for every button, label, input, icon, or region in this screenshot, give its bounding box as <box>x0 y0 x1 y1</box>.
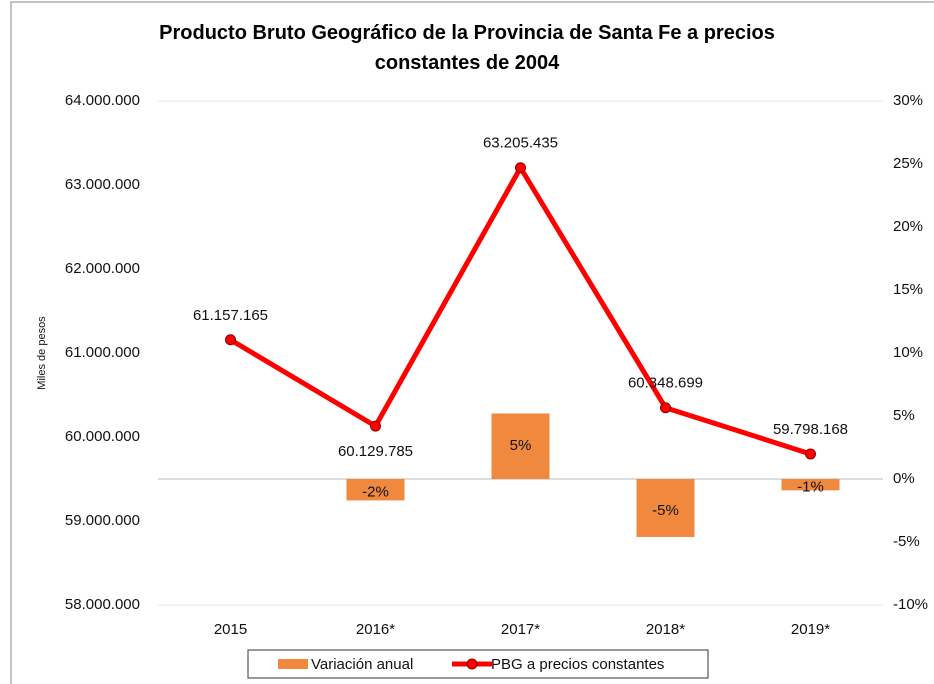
legend-marker <box>466 658 478 670</box>
line-marker <box>660 402 671 414</box>
line-marker <box>515 162 526 174</box>
y2-tick-label: 5% <box>893 407 915 424</box>
line <box>229 165 812 457</box>
legend-swatch <box>278 659 308 669</box>
line-marker <box>805 448 816 460</box>
y-tick-label: 59.000.000 <box>65 512 140 529</box>
legend-label: PBG a precios constantes <box>491 656 664 673</box>
x-tick-label: 2018* <box>646 621 685 638</box>
y-tick-label: 61.000.000 <box>65 344 140 361</box>
y2-tick-label: 30% <box>893 92 923 109</box>
y2-tick-label: 20% <box>893 218 923 235</box>
y-tick-label: 63.000.000 <box>65 176 140 193</box>
y2-tick-label: -10% <box>893 596 928 613</box>
y2-tick-label: 0% <box>893 470 915 487</box>
line-label: 59.798.168 <box>773 421 848 438</box>
legend-label: Variación anual <box>311 656 413 673</box>
line-label: 63.205.435 <box>483 135 558 152</box>
line-label: 60.129.785 <box>338 443 413 460</box>
y2-tick-label: 15% <box>893 281 923 298</box>
y-axis-label: Miles de pesos <box>36 316 48 390</box>
line-marker <box>370 420 381 432</box>
bar <box>346 479 405 501</box>
y-tick-label: 58.000.000 <box>65 596 140 613</box>
x-tick-label: 2015 <box>214 621 247 638</box>
y-tick-label: 60.000.000 <box>65 428 140 445</box>
y-tick-label: 64.000.000 <box>65 92 140 109</box>
bar <box>781 479 840 491</box>
chart-frame <box>10 1 934 684</box>
y-tick-label: 62.000.000 <box>65 260 140 277</box>
x-tick-label: 2016* <box>356 621 395 638</box>
line-marker <box>225 334 236 346</box>
line-label: 60.348.699 <box>628 375 703 392</box>
bar-label: -2% <box>362 484 389 501</box>
bar <box>491 413 550 479</box>
y2-tick-label: 25% <box>893 155 923 172</box>
x-tick-label: 2019* <box>791 621 830 638</box>
y2-tick-label: -5% <box>893 533 920 550</box>
y2-tick-label: 10% <box>893 344 923 361</box>
chart-title: Producto Bruto Geográfico de la Provinci… <box>159 22 775 74</box>
line-label: 61.157.165 <box>193 307 268 324</box>
bar <box>636 479 695 537</box>
bar-label: 5% <box>510 437 532 454</box>
bar-label: -5% <box>652 502 679 519</box>
bar-label: -1% <box>797 479 824 496</box>
x-tick-label: 2017* <box>501 621 540 638</box>
